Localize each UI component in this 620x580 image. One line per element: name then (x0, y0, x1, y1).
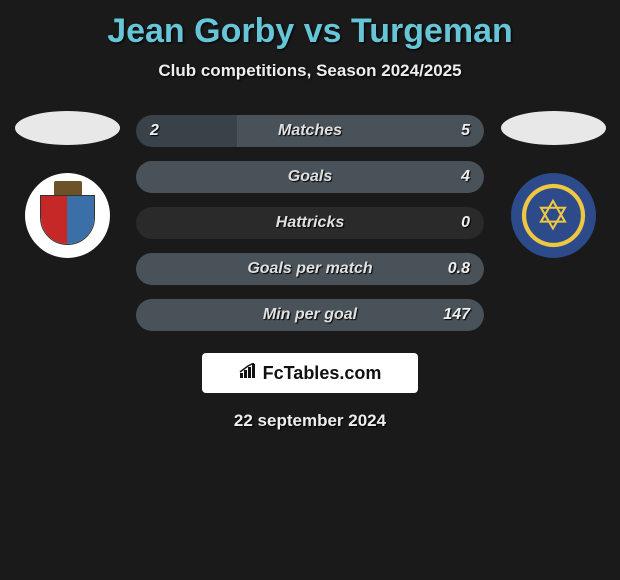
star-of-david-icon: ✡ (535, 195, 570, 237)
chart-icon (239, 363, 259, 384)
stat-row-goals-per-match: Goals per match 0.8 (136, 253, 484, 285)
player-silhouette-left (15, 111, 120, 145)
stat-bars: 2 Matches 5 Goals 4 Hattricks 0 Goals pe… (136, 111, 484, 331)
crown-icon (54, 181, 82, 195)
bar-fill-right (237, 115, 484, 147)
stat-right-value: 5 (461, 122, 470, 140)
page-title: Jean Gorby vs Turgeman (0, 0, 620, 51)
comparison-container: 2 Matches 5 Goals 4 Hattricks 0 Goals pe… (0, 111, 620, 331)
player-silhouette-right (501, 111, 606, 145)
stat-label: Goals (288, 168, 332, 186)
season-subtitle: Club competitions, Season 2024/2025 (0, 61, 620, 81)
comparison-date: 22 september 2024 (0, 411, 620, 431)
stat-right-value: 147 (443, 306, 470, 324)
fctables-logo: FcTables.com (202, 353, 418, 393)
stat-row-matches: 2 Matches 5 (136, 115, 484, 147)
stat-left-value: 2 (150, 122, 159, 140)
logo-text: FcTables.com (263, 363, 382, 384)
stat-label: Hattricks (276, 214, 344, 232)
stat-row-min-per-goal: Min per goal 147 (136, 299, 484, 331)
club-crest-right: ✡ (511, 173, 596, 258)
stat-right-value: 0 (461, 214, 470, 232)
club-crest-left (25, 173, 110, 258)
stat-label: Goals per match (247, 260, 372, 278)
stat-label: Matches (278, 122, 342, 140)
left-side (12, 111, 122, 258)
stat-right-value: 0.8 (448, 260, 470, 278)
stat-label: Min per goal (263, 306, 357, 324)
stat-row-goals: Goals 4 (136, 161, 484, 193)
right-side: ✡ (498, 111, 608, 258)
stat-right-value: 4 (461, 168, 470, 186)
stat-row-hattricks: Hattricks 0 (136, 207, 484, 239)
